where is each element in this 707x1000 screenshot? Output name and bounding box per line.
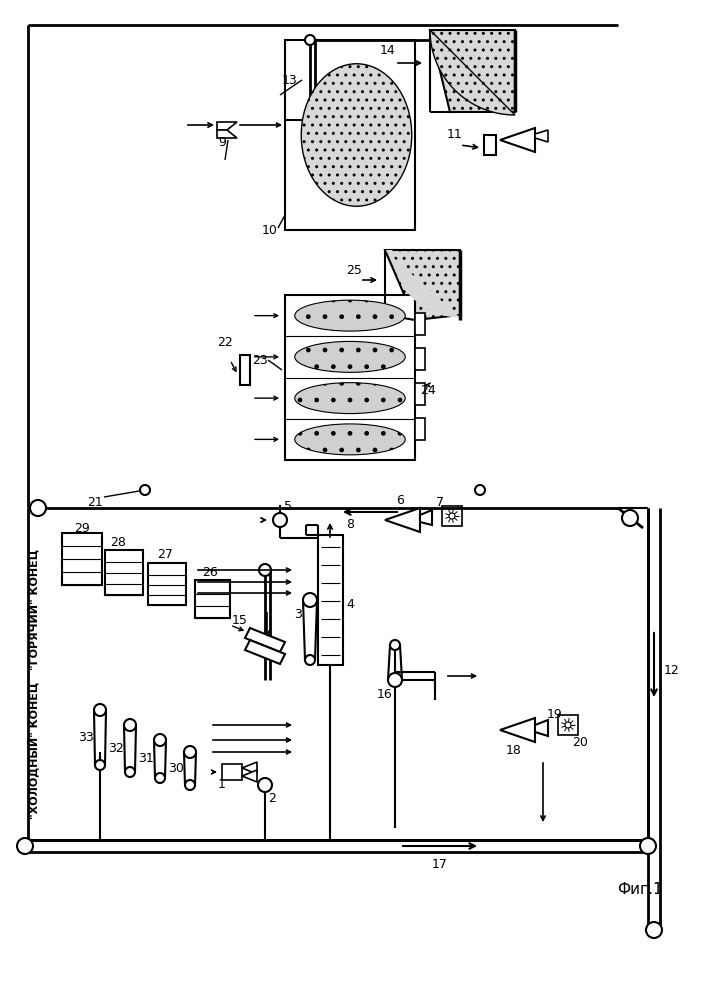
Text: 27: 27 xyxy=(157,548,173,560)
Ellipse shape xyxy=(295,424,405,455)
Text: 18: 18 xyxy=(506,744,522,756)
Text: 3: 3 xyxy=(294,608,302,621)
Bar xyxy=(415,348,425,370)
Bar xyxy=(285,40,415,230)
Text: 23: 23 xyxy=(252,354,268,366)
Circle shape xyxy=(475,485,485,495)
Circle shape xyxy=(94,704,106,716)
Bar xyxy=(148,563,186,605)
Text: 9: 9 xyxy=(218,136,226,149)
Text: 17: 17 xyxy=(432,858,448,871)
Polygon shape xyxy=(385,250,460,320)
Circle shape xyxy=(646,922,662,938)
Circle shape xyxy=(17,838,33,854)
Circle shape xyxy=(140,485,150,495)
Circle shape xyxy=(185,780,195,790)
Text: 11: 11 xyxy=(447,127,463,140)
Bar xyxy=(222,764,242,780)
Ellipse shape xyxy=(295,300,405,331)
Circle shape xyxy=(124,719,136,731)
Polygon shape xyxy=(242,770,257,782)
Circle shape xyxy=(184,746,196,758)
Text: "ХОЛОДНЫЙ" КОНЕЦ: "ХОЛОДНЫЙ" КОНЕЦ xyxy=(28,681,40,819)
Text: 25: 25 xyxy=(346,263,362,276)
Bar xyxy=(62,533,102,585)
Polygon shape xyxy=(430,30,515,115)
Circle shape xyxy=(305,655,315,665)
Circle shape xyxy=(622,510,638,526)
Circle shape xyxy=(258,778,272,792)
Text: 6: 6 xyxy=(396,493,404,506)
Polygon shape xyxy=(535,130,548,142)
Text: 24: 24 xyxy=(420,383,436,396)
Text: 32: 32 xyxy=(108,742,124,755)
Bar xyxy=(442,506,462,526)
Polygon shape xyxy=(242,762,257,774)
Text: 22: 22 xyxy=(217,336,233,349)
Text: 4: 4 xyxy=(346,598,354,611)
Polygon shape xyxy=(217,130,237,138)
Polygon shape xyxy=(385,250,460,318)
Circle shape xyxy=(154,734,166,746)
Polygon shape xyxy=(535,720,548,736)
Text: 20: 20 xyxy=(572,736,588,748)
Text: 1: 1 xyxy=(218,778,226,790)
Polygon shape xyxy=(385,508,420,532)
Circle shape xyxy=(305,35,315,45)
Bar xyxy=(285,295,415,460)
Text: 30: 30 xyxy=(168,762,184,775)
Polygon shape xyxy=(420,510,432,525)
Text: 21: 21 xyxy=(87,495,103,508)
Text: 2: 2 xyxy=(268,792,276,804)
Polygon shape xyxy=(500,128,535,152)
Ellipse shape xyxy=(295,341,405,372)
Circle shape xyxy=(155,773,165,783)
Text: 16: 16 xyxy=(377,688,393,702)
Text: 7: 7 xyxy=(436,495,444,508)
Bar xyxy=(484,135,496,155)
Text: 15: 15 xyxy=(232,613,248,626)
Bar xyxy=(240,355,250,385)
Text: 26: 26 xyxy=(202,566,218,578)
Text: "ГОРЯЧИЙ" КОНЕЦ: "ГОРЯЧИЙ" КОНЕЦ xyxy=(28,550,40,670)
Circle shape xyxy=(125,767,135,777)
Bar xyxy=(195,580,230,618)
Bar xyxy=(318,535,343,665)
Text: Фиг.1: Фиг.1 xyxy=(617,882,663,898)
Polygon shape xyxy=(500,718,535,742)
Text: 13: 13 xyxy=(282,74,298,87)
Circle shape xyxy=(388,673,402,687)
Circle shape xyxy=(273,513,287,527)
Bar xyxy=(415,418,425,440)
Text: 8: 8 xyxy=(346,518,354,530)
Ellipse shape xyxy=(301,64,411,206)
Text: 14: 14 xyxy=(380,43,396,56)
Circle shape xyxy=(449,513,455,519)
Circle shape xyxy=(640,838,656,854)
Circle shape xyxy=(30,500,46,516)
Text: 31: 31 xyxy=(138,752,154,766)
Polygon shape xyxy=(245,628,285,652)
Bar xyxy=(105,550,143,595)
Bar xyxy=(558,715,578,735)
Bar xyxy=(415,313,425,335)
Polygon shape xyxy=(430,30,515,112)
Text: 5: 5 xyxy=(284,499,292,512)
Circle shape xyxy=(259,564,271,576)
Text: 10: 10 xyxy=(262,224,278,236)
Text: 33: 33 xyxy=(78,731,94,744)
Polygon shape xyxy=(245,640,285,664)
Polygon shape xyxy=(217,122,237,130)
Circle shape xyxy=(565,722,571,728)
Text: 19: 19 xyxy=(547,708,563,722)
Text: 29: 29 xyxy=(74,522,90,534)
Circle shape xyxy=(390,640,400,650)
Circle shape xyxy=(95,760,105,770)
Text: 12: 12 xyxy=(664,664,680,676)
Bar xyxy=(415,383,425,405)
Text: 28: 28 xyxy=(110,536,126,548)
Ellipse shape xyxy=(295,383,405,414)
Circle shape xyxy=(303,593,317,607)
